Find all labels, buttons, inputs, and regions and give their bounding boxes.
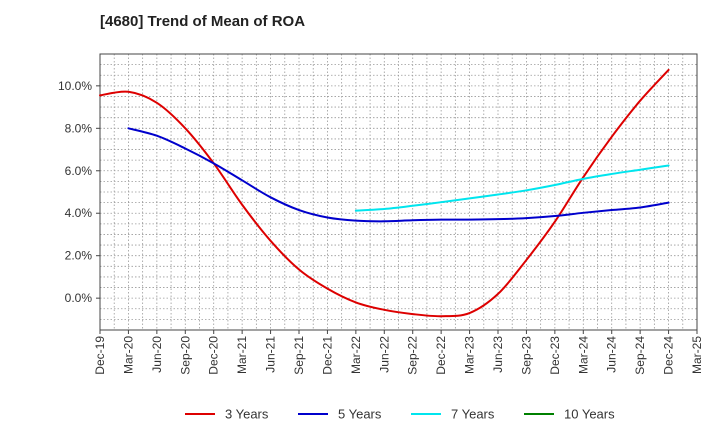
x-tick-label: Mar-22 — [349, 336, 363, 374]
x-tick-label: Dec-21 — [320, 336, 334, 375]
series-line-7-years — [354, 164, 670, 212]
x-tick-label: Jun-24 — [605, 336, 619, 373]
y-axis-ticks: 0.0% 2.0% 4.0% 6.0% 8.0% 10.0% — [58, 79, 100, 305]
series-line-3-years — [99, 68, 670, 318]
x-tick-label: Mar-24 — [576, 336, 590, 374]
legend-label-7-years: 7 Years — [451, 407, 495, 422]
x-tick-label: Jun-21 — [264, 336, 278, 373]
legend-label-3-years: 3 Years — [225, 407, 269, 422]
y-tick-label: 6.0% — [65, 164, 93, 178]
series-line-5-years — [127, 127, 670, 223]
legend-label-5-years: 5 Years — [338, 407, 382, 422]
grid-layer — [100, 54, 697, 330]
legend-label-10-years: 10 Years — [564, 407, 615, 422]
y-tick-label: 8.0% — [65, 121, 93, 135]
y-tick-label: 4.0% — [65, 206, 93, 220]
x-tick-label: Dec-19 — [93, 336, 107, 375]
x-tick-label: Sep-21 — [292, 336, 306, 375]
x-axis-ticks: Dec-19 Mar-20 Jun-20 Sep-20 Dec-20 Mar-21 Jun-… — [93, 330, 704, 375]
plot-frame — [99, 53, 698, 331]
y-tick-label: 2.0% — [65, 249, 93, 263]
x-tick-label: Jun-23 — [491, 336, 505, 373]
x-tick-label: Dec-20 — [207, 336, 221, 375]
x-tick-label: Dec-23 — [548, 336, 562, 375]
x-tick-label: Sep-23 — [519, 336, 533, 375]
y-tick-label: 0.0% — [65, 291, 93, 305]
series-layer — [99, 68, 670, 318]
y-tick-label: 10.0% — [58, 79, 92, 93]
legend: 3 Years 5 Years 7 Years 10 Years — [185, 407, 615, 422]
x-tick-label: Jun-22 — [377, 336, 391, 373]
x-tick-label: Jun-20 — [150, 336, 164, 373]
x-tick-label: Dec-24 — [662, 336, 676, 375]
x-tick-label: Dec-22 — [434, 336, 448, 375]
x-tick-label: Sep-22 — [406, 336, 420, 375]
x-tick-label: Mar-21 — [235, 336, 249, 374]
x-tick-label: Sep-24 — [633, 336, 647, 375]
x-tick-label: Mar-23 — [463, 336, 477, 374]
chart-title: [4680] Trend of Mean of ROA — [100, 13, 306, 30]
x-tick-label: Mar-20 — [121, 336, 135, 374]
x-tick-label: Mar-25 — [690, 336, 704, 374]
x-tick-label: Sep-20 — [178, 336, 192, 375]
